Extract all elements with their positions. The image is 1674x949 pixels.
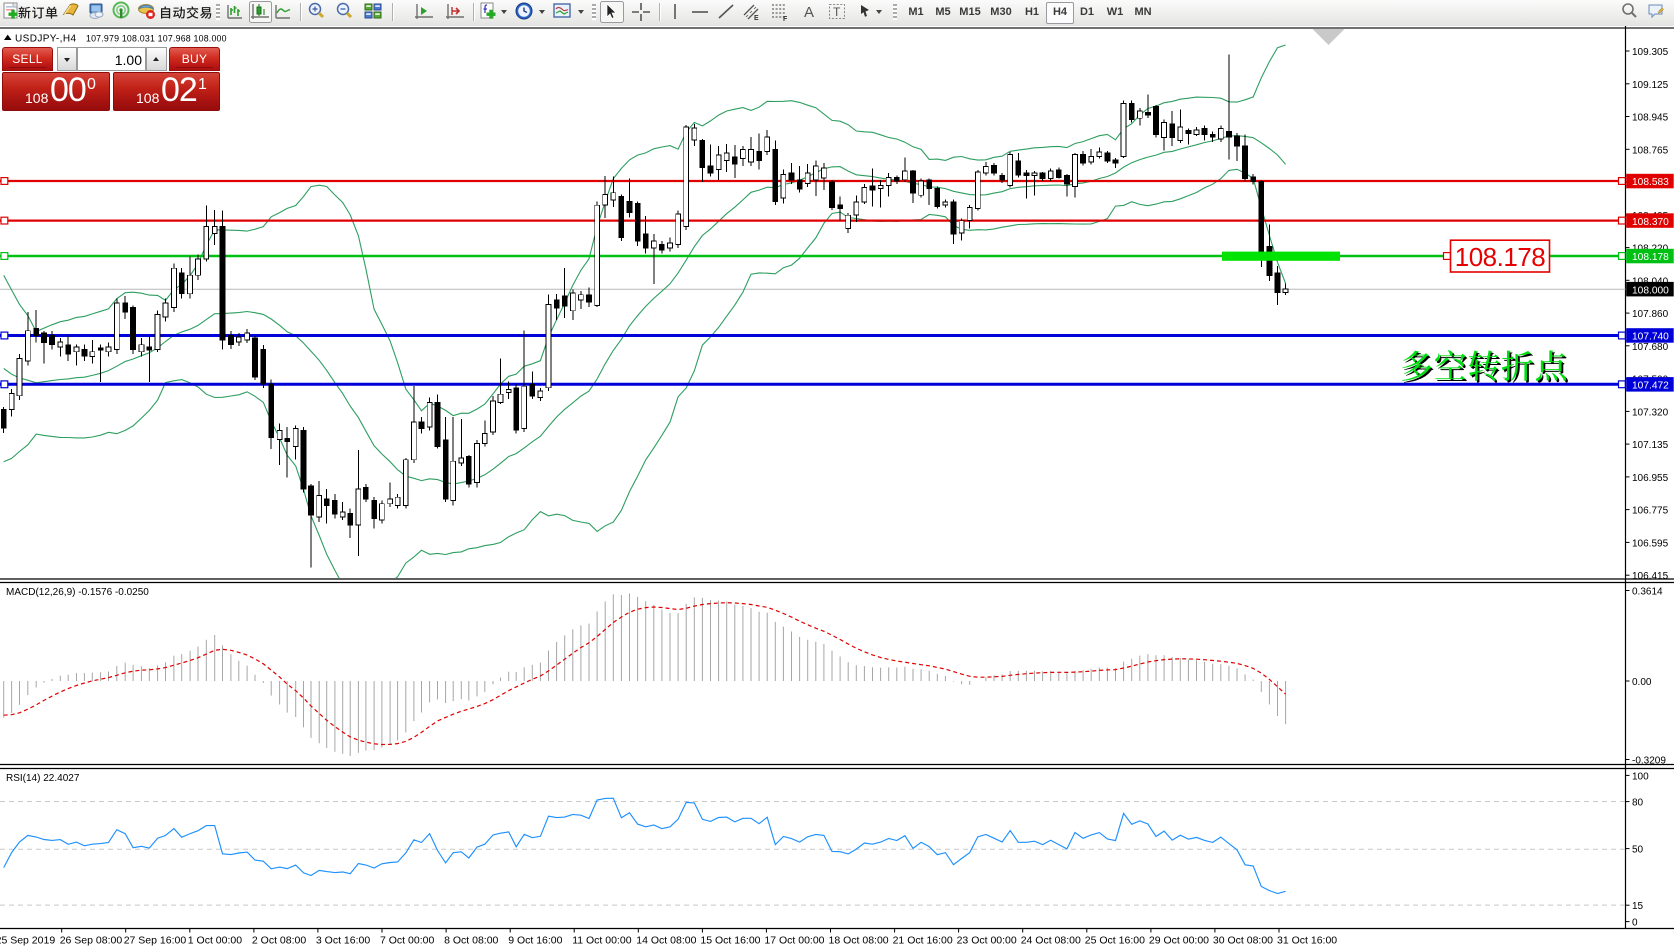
svg-text:9 Oct 16:00: 9 Oct 16:00 xyxy=(508,935,562,947)
svg-text:MACD(12,26,9) -0.1576 -0.0250: MACD(12,26,9) -0.1576 -0.0250 xyxy=(6,587,149,598)
svg-text:RSI(14) 22.4027: RSI(14) 22.4027 xyxy=(6,773,80,784)
svg-text:107.680: 107.680 xyxy=(1632,342,1669,353)
svg-text:23 Oct 00:00: 23 Oct 00:00 xyxy=(957,935,1017,947)
svg-text:15 Oct 16:00: 15 Oct 16:00 xyxy=(700,935,760,947)
svg-text:107.472: 107.472 xyxy=(1632,381,1669,392)
svg-text:106.775: 106.775 xyxy=(1632,506,1669,517)
svg-text:A: A xyxy=(804,4,814,21)
svg-text:24 Oct 08:00: 24 Oct 08:00 xyxy=(1021,935,1081,947)
svg-text:0.3614: 0.3614 xyxy=(1632,587,1663,598)
svg-text:108.178: 108.178 xyxy=(1632,252,1669,263)
svg-text:30 Oct 08:00: 30 Oct 08:00 xyxy=(1213,935,1273,947)
svg-text:106.955: 106.955 xyxy=(1632,473,1669,484)
svg-text:USDJPY-,H4: USDJPY-,H4 xyxy=(15,34,76,45)
svg-text:7 Oct 00:00: 7 Oct 00:00 xyxy=(380,935,434,947)
svg-text:108.000: 108.000 xyxy=(1632,285,1669,296)
svg-text:108.945: 108.945 xyxy=(1632,113,1669,124)
svg-text:107.979 108.031 107.968 108.00: 107.979 108.031 107.968 108.000 xyxy=(86,33,227,43)
svg-text:17 Oct 00:00: 17 Oct 00:00 xyxy=(764,935,824,947)
svg-text:-0.3209: -0.3209 xyxy=(1632,756,1666,767)
svg-text:107.135: 107.135 xyxy=(1632,440,1669,451)
svg-text:108.370: 108.370 xyxy=(1632,217,1669,228)
svg-text:108.583: 108.583 xyxy=(1632,177,1669,188)
svg-text:80: 80 xyxy=(1632,798,1644,809)
svg-text:21 Oct 16:00: 21 Oct 16:00 xyxy=(893,935,953,947)
svg-text:108.765: 108.765 xyxy=(1632,145,1669,156)
svg-text:108.040: 108.040 xyxy=(1632,276,1669,287)
svg-text:1 Oct 00:00: 1 Oct 00:00 xyxy=(188,935,242,947)
svg-text:107.860: 107.860 xyxy=(1632,309,1669,320)
svg-text:F: F xyxy=(783,16,788,23)
svg-text:107.320: 107.320 xyxy=(1632,407,1669,418)
svg-text:26 Sep 08:00: 26 Sep 08:00 xyxy=(60,935,123,947)
svg-text:0.00: 0.00 xyxy=(1632,677,1652,688)
svg-text:50: 50 xyxy=(1632,845,1644,856)
svg-text:25 Oct 16:00: 25 Oct 16:00 xyxy=(1085,935,1145,947)
svg-text:8 Oct 08:00: 8 Oct 08:00 xyxy=(444,935,498,947)
svg-text:E: E xyxy=(754,15,759,22)
svg-text:106.415: 106.415 xyxy=(1632,571,1669,582)
svg-text:109.305: 109.305 xyxy=(1632,47,1669,58)
svg-text:29 Oct 00:00: 29 Oct 00:00 xyxy=(1149,935,1209,947)
svg-text:25 Sep 2019: 25 Sep 2019 xyxy=(0,935,55,947)
svg-text:100: 100 xyxy=(1632,771,1649,782)
svg-text:11 Oct 00:00: 11 Oct 00:00 xyxy=(572,935,632,947)
svg-text:106.595: 106.595 xyxy=(1632,538,1669,549)
svg-text:27 Sep 16:00: 27 Sep 16:00 xyxy=(124,935,187,947)
svg-text:T: T xyxy=(833,5,841,19)
svg-text:108.178: 108.178 xyxy=(1455,242,1546,272)
svg-text:3 Oct 16:00: 3 Oct 16:00 xyxy=(316,935,370,947)
svg-text:31 Oct 16:00: 31 Oct 16:00 xyxy=(1277,935,1337,947)
svg-text:2 Oct 08:00: 2 Oct 08:00 xyxy=(252,935,306,947)
svg-text:109.125: 109.125 xyxy=(1632,80,1669,91)
svg-text:107.740: 107.740 xyxy=(1632,332,1669,343)
svg-text:15: 15 xyxy=(1632,901,1644,912)
svg-text:18 Oct 08:00: 18 Oct 08:00 xyxy=(829,935,889,947)
svg-text:14 Oct 08:00: 14 Oct 08:00 xyxy=(636,935,696,947)
svg-text:0: 0 xyxy=(1632,918,1638,929)
